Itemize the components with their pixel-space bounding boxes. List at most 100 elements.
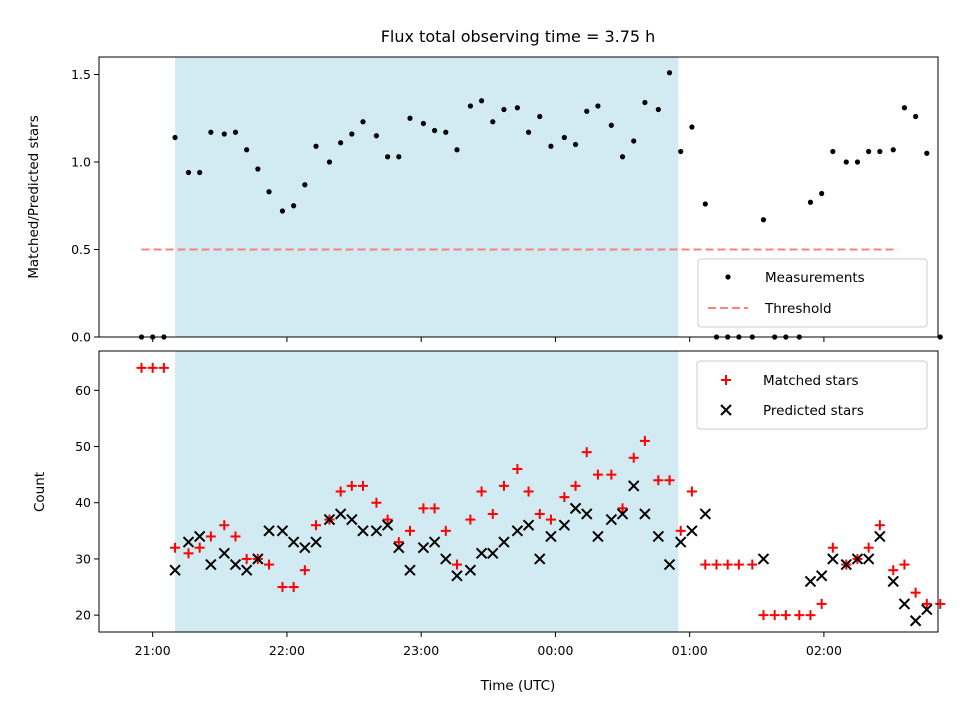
- measurement-point: [537, 113, 543, 120]
- predicted-star-marker: [581, 508, 593, 520]
- predicted-star-marker: [240, 564, 253, 576]
- predicted-star-marker: [205, 558, 217, 571]
- matched-star-marker: [888, 565, 899, 576]
- observing-window-shade-bottom: [175, 351, 679, 632]
- measurement-point: [666, 70, 673, 76]
- predicted-star-marker: [652, 530, 665, 543]
- matched-star-marker: [277, 582, 288, 593]
- y-tick-label: 60: [75, 383, 91, 398]
- measurement-point: [595, 103, 601, 109]
- marker-stroke: [287, 536, 300, 548]
- legend-label-predicted: Predicted stars: [763, 403, 864, 419]
- measurement-point: [221, 131, 227, 137]
- measurement-point: [901, 105, 908, 111]
- predicted-star-marker: [898, 598, 911, 610]
- matched-star-marker: [136, 362, 147, 373]
- matched-star-marker: [899, 559, 910, 570]
- legend-box: [696, 360, 928, 430]
- matched-star-marker: [910, 587, 921, 598]
- marker-stroke: [323, 513, 336, 526]
- predicted-star-marker: [357, 525, 369, 537]
- marker-stroke: [182, 536, 195, 548]
- matched-star-marker: [205, 531, 216, 542]
- matched-star-marker: [158, 362, 169, 373]
- matched-star-marker: [827, 542, 838, 553]
- measurement-point: [232, 129, 239, 135]
- matched-star-marker: [230, 531, 241, 542]
- matched-star-marker: [722, 559, 733, 570]
- x-tick-label: 21:00: [135, 643, 171, 658]
- predicted-star-marker: [193, 530, 206, 543]
- measurement-point: [291, 203, 297, 209]
- matched-star-marker: [721, 375, 731, 385]
- bottom-y-axis-label: Count: [32, 472, 48, 512]
- marker-stroke: [393, 541, 405, 554]
- matched-star-marker: [498, 480, 509, 491]
- measurement-point: [385, 154, 391, 160]
- marker-stroke: [545, 530, 557, 543]
- y-tick-label: 1.5: [71, 67, 91, 82]
- matched-star-marker: [863, 542, 874, 553]
- predicted-star-marker: [263, 525, 275, 537]
- predicted-star-marker: [451, 570, 463, 582]
- predicted-star-marker: [862, 553, 875, 565]
- marker-stroke: [815, 570, 828, 582]
- matched-star-marker: [700, 559, 711, 570]
- marker-stroke: [862, 553, 875, 565]
- marker-stroke: [451, 570, 463, 582]
- predicted-star-marker: [229, 558, 242, 571]
- measurement-point: [407, 115, 413, 121]
- top-legend: Measurements Threshold: [697, 258, 928, 328]
- matched-star-marker: [758, 610, 769, 621]
- matched-star-marker: [429, 503, 440, 514]
- x-tick-label: 01:00: [672, 643, 708, 658]
- predicted-star-marker: [310, 536, 322, 548]
- matched-star-marker: [534, 508, 545, 519]
- marker-stroke: [498, 536, 510, 548]
- x-tick-label: 23:00: [403, 643, 439, 658]
- predicted-star-marker: [487, 547, 499, 560]
- marker-stroke: [909, 615, 922, 627]
- predicted-star-marker: [404, 564, 416, 576]
- marker-stroke: [534, 553, 546, 565]
- measurement-point: [185, 169, 192, 176]
- predicted-star-marker: [299, 541, 311, 554]
- marker-stroke: [487, 547, 499, 560]
- y-tick-label: 0.0: [71, 330, 91, 345]
- legend-label-threshold: Threshold: [764, 301, 832, 317]
- measurement-point: [478, 98, 485, 104]
- predicted-star-marker: [169, 564, 181, 576]
- matched-star-marker: [794, 610, 805, 621]
- measurement-point: [338, 140, 344, 146]
- matched-star-marker: [264, 559, 275, 570]
- measurement-point: [420, 120, 427, 127]
- measurement-point: [655, 106, 661, 113]
- measurement-point: [443, 129, 449, 135]
- top-axes-frame: [98, 56, 939, 338]
- measurement-point: [172, 134, 178, 141]
- matched-star-marker: [311, 520, 322, 531]
- measurement-point: [208, 129, 214, 135]
- marker-stroke: [440, 553, 452, 565]
- marker-stroke: [686, 525, 698, 537]
- measurement-point: [854, 159, 861, 165]
- predicted-star-marker: [440, 553, 452, 565]
- measurement-point: [877, 148, 883, 155]
- marker-stroke: [699, 508, 712, 520]
- measurement-point: [678, 148, 684, 155]
- predicted-star-marker: [909, 615, 922, 627]
- marker-stroke: [417, 541, 430, 554]
- marker-stroke: [616, 508, 629, 520]
- predicted-star-marker: [686, 525, 698, 537]
- matched-star-marker: [639, 435, 650, 446]
- predicted-star-marker: [874, 530, 886, 543]
- predicted-star-marker: [663, 558, 676, 571]
- marker-stroke: [252, 553, 264, 565]
- predicted-star-marker: [381, 519, 394, 531]
- measurement-point: [631, 138, 637, 144]
- matched-star-marker: [545, 514, 556, 525]
- legend-box: [697, 258, 928, 328]
- matched-star-marker: [465, 514, 476, 525]
- matched-star-marker: [418, 503, 429, 514]
